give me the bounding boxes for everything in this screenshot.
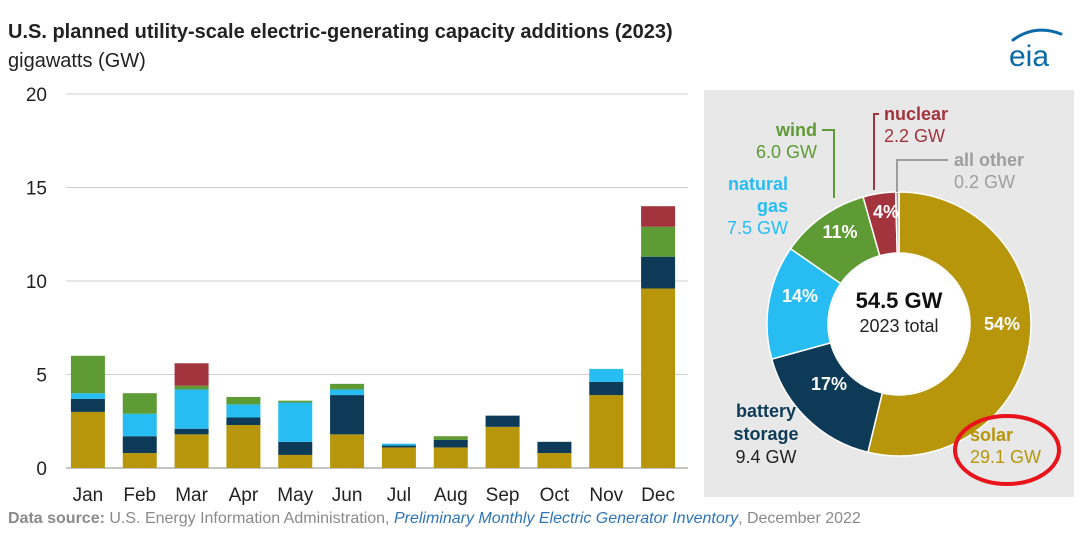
bar-may-solar — [278, 454, 313, 468]
x-tick-label: Jan — [73, 485, 104, 506]
bar-jan-wind — [70, 355, 105, 394]
bar-apr-wind — [226, 396, 261, 405]
slice-label-natural_gas: natural — [728, 174, 788, 194]
slice-label-all_other: 0.2 GW — [954, 172, 1015, 192]
bar-jun-battery — [330, 395, 365, 435]
bar-oct-solar — [537, 453, 572, 468]
solar-highlight-circle — [953, 414, 1061, 486]
bar-may-battery — [278, 441, 313, 455]
bar-may-natural_gas — [278, 402, 313, 442]
donut-hole — [829, 254, 969, 394]
wind-leader-line — [822, 129, 835, 198]
bar-aug-wind — [433, 436, 468, 440]
slice-label-wind: wind — [775, 120, 817, 140]
bar-nov-solar — [589, 395, 624, 468]
x-tick-label: Oct — [540, 485, 570, 506]
x-tick-label: Sep — [486, 485, 520, 506]
x-tick-label: Feb — [123, 485, 156, 506]
nuclear-leader-line — [873, 113, 879, 190]
bar-feb-solar — [122, 453, 157, 468]
x-tick-label: Mar — [175, 485, 208, 506]
slice-label-nuclear: 2.2 GW — [884, 126, 945, 146]
source-publication: Preliminary Monthly Electric Generator I… — [393, 510, 739, 527]
bar-apr-solar — [226, 424, 261, 468]
bar-jan-battery — [70, 398, 105, 412]
slice-label-solar: 29.1 GW — [970, 447, 1041, 467]
bar-oct-battery — [537, 441, 572, 454]
bar-mar-solar — [174, 434, 209, 468]
slice-percent-nuclear: 4% — [873, 202, 899, 222]
bar-jul-battery — [381, 445, 416, 448]
donut-slice-all_other — [894, 191, 900, 254]
bar-mar-natural_gas — [174, 389, 209, 429]
donut-slice-solar — [866, 191, 1032, 457]
x-tick-label: Dec — [641, 485, 675, 506]
source-org: U.S. Energy Information Administration, — [109, 510, 390, 527]
slice-label-natural_gas: gas — [757, 196, 788, 216]
logo-text: eia — [1009, 40, 1049, 71]
bar-dec-nuclear — [641, 206, 676, 227]
stacked-bar-chart: 0 5 10 15 20 Jan Feb Mar Apr May Jun Jul Aug Sep Oct No… — [26, 85, 688, 506]
bar-feb-battery — [122, 436, 157, 454]
x-tick-label: Apr — [229, 485, 259, 506]
slice-label-battery: battery — [736, 401, 796, 421]
bar-jun-solar — [330, 434, 365, 468]
data-source-note: Data source: U.S. Energy Information Adm… — [8, 510, 861, 528]
all-other-leader-line — [896, 159, 948, 192]
x-tick-label: Jun — [332, 485, 363, 506]
y-tick-label: 5 — [36, 366, 47, 387]
bar-nov-natural_gas — [589, 368, 624, 382]
bar-dec-solar — [641, 288, 676, 468]
bar-mar-wind — [174, 385, 209, 390]
bar-feb-natural_gas — [122, 413, 157, 437]
chart-subtitle: gigawatts (GW) — [8, 50, 146, 72]
x-tick-label: Aug — [434, 485, 468, 506]
bar-aug-solar — [433, 447, 468, 468]
source-date: , December 2022 — [738, 510, 861, 527]
slice-label-all_other: all other — [954, 150, 1024, 170]
slice-percent-solar: 54% — [984, 314, 1020, 334]
bar-jul-natural_gas — [381, 443, 416, 446]
y-tick-label: 10 — [26, 272, 47, 293]
bar-dec-battery — [641, 256, 676, 289]
slice-percent-battery: 17% — [811, 374, 847, 394]
x-tick-label: May — [277, 485, 313, 506]
bar-aug-battery — [433, 439, 468, 448]
slice-label-nuclear: nuclear — [884, 104, 948, 124]
x-tick-label: Nov — [589, 485, 623, 506]
bar-feb-wind — [122, 393, 157, 414]
bar-apr-natural_gas — [226, 404, 261, 418]
bar-sep-battery — [485, 415, 520, 427]
bar-nov-battery — [589, 381, 624, 396]
slice-label-wind: 6.0 GW — [756, 142, 817, 162]
y-tick-label: 15 — [26, 179, 47, 200]
x-tick-label: Jul — [387, 485, 411, 506]
bar-jun-wind — [330, 383, 365, 390]
bar-may-wind — [278, 400, 313, 403]
bar-jun-natural_gas — [330, 389, 365, 396]
bar-jan-solar — [70, 411, 105, 468]
bar-apr-battery — [226, 417, 261, 425]
bar-sep-solar — [485, 426, 520, 468]
slice-label-battery: storage — [733, 424, 798, 444]
eia-logo: eia — [1009, 28, 1063, 71]
slice-percent-natural_gas: 14% — [782, 286, 818, 306]
donut-total-label: 2023 total — [859, 316, 938, 336]
slice-percent-wind: 11% — [822, 222, 857, 242]
chart-title: U.S. planned utility-scale electric-gene… — [8, 21, 673, 43]
donut-total-value: 54.5 GW — [856, 288, 943, 313]
bar-mar-battery — [174, 428, 209, 435]
slice-label-battery: 9.4 GW — [735, 447, 796, 467]
source-label: Data source: — [8, 510, 105, 527]
bar-mar-nuclear — [174, 363, 209, 386]
y-tick-label: 20 — [26, 85, 47, 106]
bar-jul-solar — [381, 447, 416, 468]
bar-dec-wind — [641, 226, 676, 257]
slice-label-natural_gas: 7.5 GW — [727, 218, 788, 238]
y-tick-label: 0 — [36, 459, 47, 480]
slice-label-solar: solar — [970, 425, 1013, 445]
bar-jan-natural_gas — [70, 393, 105, 399]
